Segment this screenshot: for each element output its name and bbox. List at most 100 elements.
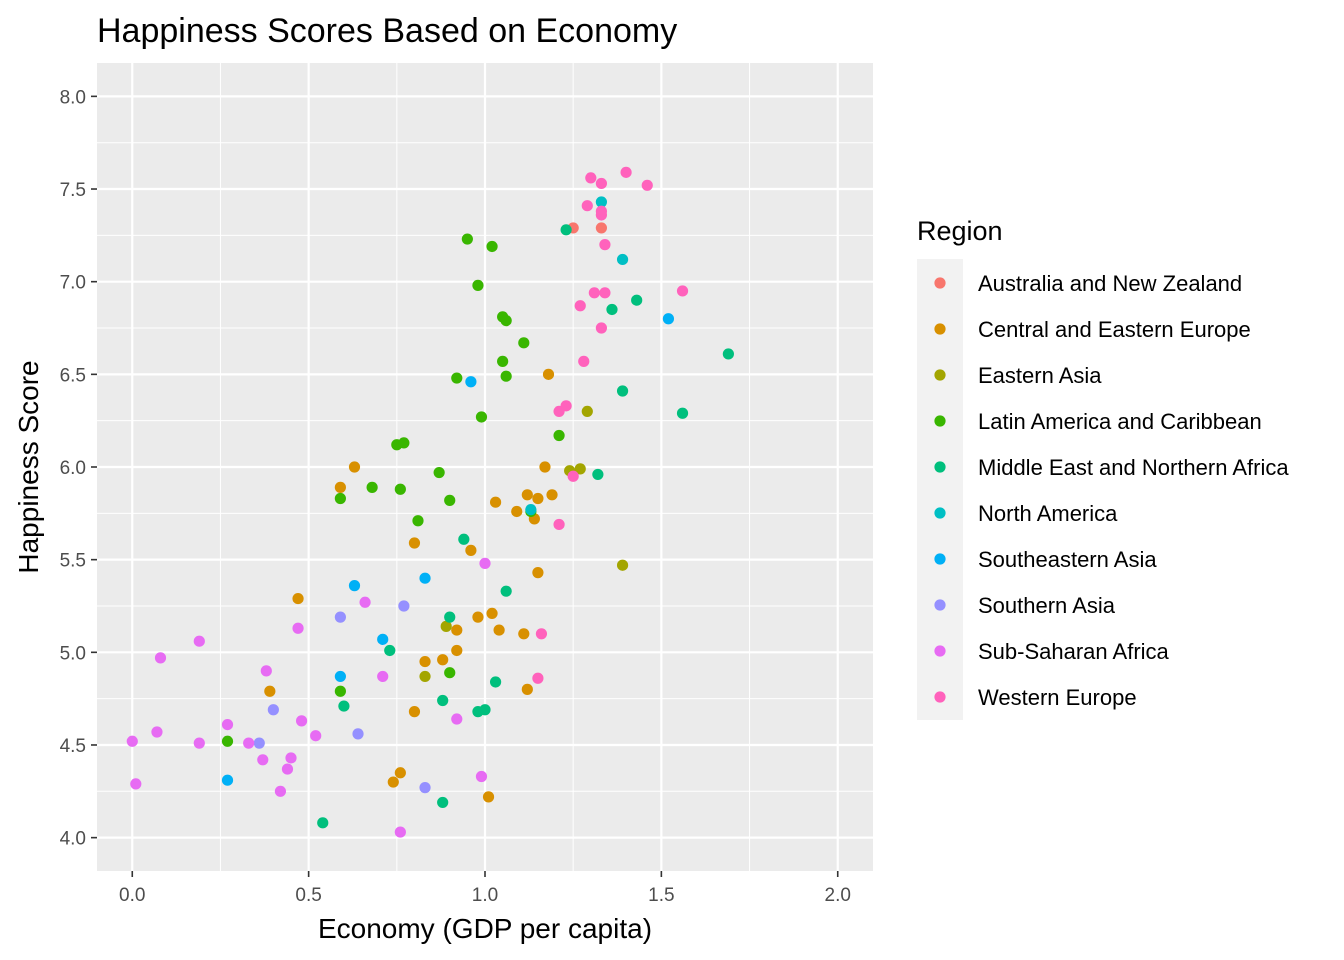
data-point	[567, 470, 579, 482]
data-point	[440, 620, 452, 632]
data-point	[451, 644, 463, 657]
legend: Region Australia and New Zealand Central …	[917, 216, 1289, 720]
legend-item-label: Latin America and Caribbean	[978, 409, 1262, 434]
data-point	[433, 466, 445, 479]
data-point	[193, 737, 205, 749]
data-point	[595, 209, 608, 221]
legend-item-label: Southern Asia	[978, 593, 1116, 618]
data-point	[352, 728, 364, 740]
y-axis-title: Happiness Score	[13, 360, 44, 573]
data-point	[398, 600, 410, 612]
data-point	[126, 735, 138, 747]
legend-key-background	[917, 259, 963, 720]
data-point	[334, 670, 346, 683]
legend-item-label: Sub-Saharan Africa	[978, 639, 1170, 664]
chart-title: Happiness Scores Based on Economy	[97, 12, 677, 50]
x-tick-label: 0.0	[119, 885, 145, 906]
data-point	[553, 405, 565, 418]
data-point	[334, 685, 346, 697]
data-point	[599, 287, 611, 299]
data-point	[465, 544, 477, 556]
data-point	[317, 817, 329, 829]
data-point	[521, 489, 533, 501]
data-point	[419, 782, 431, 794]
data-point	[500, 585, 512, 597]
data-point	[581, 200, 593, 212]
data-point	[437, 796, 449, 809]
data-point	[489, 496, 502, 508]
data-point	[281, 763, 294, 775]
data-point	[394, 826, 406, 838]
data-point	[412, 515, 424, 527]
data-point	[338, 700, 350, 712]
data-point	[221, 735, 234, 747]
data-point	[486, 607, 498, 620]
data-point	[292, 622, 304, 634]
grid-major	[97, 63, 873, 871]
data-point	[578, 355, 590, 367]
data-point	[292, 592, 304, 605]
data-point	[475, 411, 488, 423]
data-point	[595, 196, 608, 208]
data-point	[620, 166, 632, 178]
data-point	[221, 718, 234, 731]
data-point	[366, 481, 378, 493]
data-point	[154, 652, 167, 664]
data-point	[398, 437, 410, 449]
data-point	[221, 774, 234, 786]
data-point	[574, 463, 586, 475]
data-point	[444, 494, 456, 506]
data-point	[539, 461, 551, 473]
data-point	[348, 461, 361, 473]
legend-swatch	[934, 645, 946, 657]
x-tick-label: 0.5	[295, 885, 321, 906]
y-tick-label: 7.5	[60, 180, 86, 201]
legend-swatch	[934, 323, 946, 335]
data-point	[542, 368, 555, 380]
legend-item-label: Western Europe	[978, 685, 1137, 710]
data-point	[574, 300, 586, 312]
y-tick-label: 4.5	[60, 736, 86, 757]
data-point	[500, 314, 512, 327]
y-tick-label: 5.5	[60, 551, 86, 572]
data-point	[285, 752, 297, 764]
data-point	[419, 655, 431, 668]
y-tick-label: 8.0	[60, 87, 86, 108]
data-point	[595, 222, 608, 234]
y-tick-label: 5.0	[60, 643, 86, 664]
data-point	[394, 767, 406, 779]
y-tick-label: 6.0	[60, 458, 86, 479]
data-point	[616, 559, 629, 571]
x-tick-label: 2.0	[825, 885, 851, 906]
legend-item-label: Middle East and Northern Africa	[978, 455, 1289, 480]
data-point	[518, 337, 530, 349]
data-point	[267, 704, 279, 716]
data-point	[595, 322, 608, 334]
data-point	[130, 778, 142, 790]
legend-item-label: North America	[978, 501, 1118, 526]
data-point	[348, 580, 361, 592]
data-point	[465, 376, 477, 388]
legend-swatch	[934, 369, 946, 381]
data-point	[553, 518, 565, 531]
data-point	[631, 294, 643, 306]
data-point	[641, 179, 653, 191]
data-point	[500, 370, 512, 382]
legend-item-label: Australia and New Zealand	[978, 271, 1242, 296]
data-point	[451, 713, 463, 725]
data-point	[475, 770, 488, 783]
data-point	[676, 285, 689, 297]
data-point	[151, 726, 163, 738]
data-point	[193, 635, 205, 647]
data-point	[662, 313, 675, 325]
legend-item-label: Central and Eastern Europe	[978, 317, 1251, 342]
data-point	[482, 791, 495, 803]
data-point	[334, 481, 346, 493]
data-point	[310, 730, 322, 742]
data-point	[599, 239, 611, 251]
data-point	[479, 557, 491, 569]
data-point	[606, 303, 618, 316]
x-axis-title: Economy (GDP per capita)	[318, 913, 652, 944]
data-point	[595, 177, 608, 190]
data-point	[532, 492, 544, 505]
